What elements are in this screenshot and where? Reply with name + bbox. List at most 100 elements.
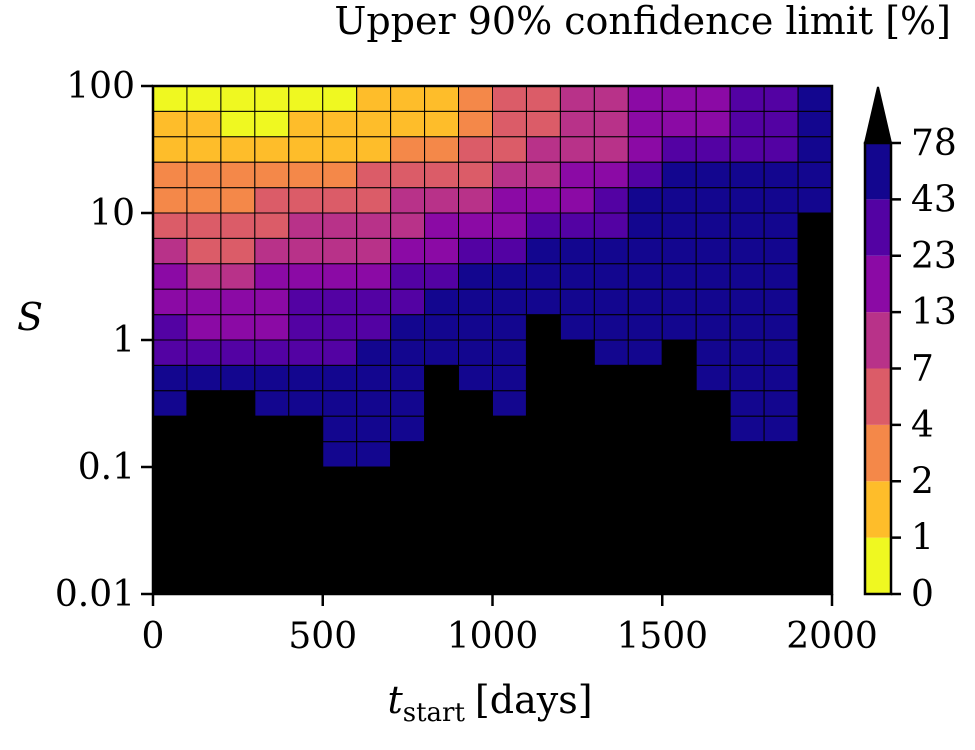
heatmap-cell	[390, 339, 426, 366]
heatmap-cell	[152, 288, 188, 316]
heatmap-cell	[356, 364, 392, 392]
x-axis-label-main: t	[387, 678, 403, 722]
heatmap-cell	[288, 161, 324, 189]
heatmap-cell	[661, 339, 697, 366]
colorbar-segment	[865, 424, 891, 482]
heatmap-cell	[763, 263, 799, 290]
heatmap-cell	[797, 212, 833, 239]
heatmap-cell	[322, 212, 358, 239]
heatmap-cell	[390, 441, 426, 468]
heatmap-cell	[695, 85, 731, 112]
heatmap-cell	[627, 441, 663, 468]
heatmap-cell	[356, 441, 392, 468]
heatmap-cell	[458, 314, 493, 341]
heatmap-cell	[525, 339, 561, 366]
heatmap-cell	[593, 568, 629, 595]
heatmap-cell	[695, 263, 731, 290]
heatmap-cell	[559, 466, 595, 493]
heatmap-cell	[627, 364, 663, 392]
colorbar-segment	[865, 143, 891, 200]
heatmap-cell	[797, 491, 833, 519]
heatmap-cell	[424, 263, 460, 290]
heatmap-cell	[322, 517, 358, 544]
heatmap-cell	[797, 415, 833, 443]
heatmap-cell	[186, 517, 222, 544]
heatmap-cell	[322, 415, 358, 443]
heatmap-cell	[322, 542, 358, 570]
heatmap-cell	[525, 212, 561, 239]
heatmap-cell	[254, 441, 290, 468]
heatmap-cell	[152, 390, 188, 417]
colorbar-segment	[865, 255, 891, 313]
heatmap-cell	[424, 339, 460, 366]
heatmap-cell	[152, 441, 188, 468]
heatmap-cell	[729, 136, 765, 163]
heatmap-cell	[390, 491, 426, 519]
colorbar-tick-label: 0	[911, 574, 934, 615]
heatmap-cell	[186, 314, 222, 341]
heatmap-cell	[763, 542, 799, 570]
heatmap-cell	[152, 85, 188, 112]
heatmap-cell	[186, 390, 222, 417]
heatmap-cell	[186, 415, 222, 443]
heatmap-cell	[492, 237, 527, 265]
heatmap-cell	[525, 491, 561, 519]
heatmap-cell	[492, 415, 527, 443]
heatmap-cell	[593, 187, 629, 214]
heatmap-cell	[220, 136, 256, 163]
heatmap-cell	[458, 542, 493, 570]
heatmap-cell	[525, 314, 561, 341]
heatmap-cell	[729, 568, 765, 595]
heatmap-cell	[186, 441, 222, 468]
heatmap-cell	[661, 415, 697, 443]
heatmap-cell	[288, 415, 324, 443]
heatmap-cell	[254, 110, 290, 138]
heatmap-cell	[661, 542, 697, 570]
heatmap-cell	[729, 237, 765, 265]
heatmap-cell	[424, 161, 460, 189]
heatmap-cell	[661, 263, 697, 290]
colorbar-segment	[865, 368, 891, 425]
heatmap-cell	[797, 364, 833, 392]
heatmap-cell	[220, 542, 256, 570]
heatmap-cell	[322, 466, 358, 493]
heatmap-cell	[559, 568, 595, 595]
heatmap-cell	[186, 110, 222, 138]
heatmap-cell	[152, 136, 188, 163]
heatmap-cell	[356, 136, 392, 163]
heatmap-cell	[390, 136, 426, 163]
heatmap-cell	[525, 85, 561, 112]
heatmap-cell	[797, 187, 833, 214]
heatmap-cell	[424, 187, 460, 214]
heatmap-cell	[593, 263, 629, 290]
heatmap-cell	[797, 314, 833, 341]
heatmap-cell	[220, 568, 256, 595]
heatmap-cell	[152, 212, 188, 239]
heatmap-cell	[695, 314, 731, 341]
colorbar-segment	[865, 312, 891, 369]
heatmap-cell	[525, 161, 561, 189]
heatmap-cell	[797, 466, 833, 493]
heatmap-cell	[424, 85, 460, 112]
heatmap-cell	[661, 85, 697, 112]
heatmap-cell	[492, 263, 527, 290]
heatmap-cell	[661, 314, 697, 341]
heatmap-cell	[695, 161, 731, 189]
heatmap-cell	[390, 187, 426, 214]
heatmap-cell	[186, 161, 222, 189]
heatmap-cell	[695, 364, 731, 392]
heatmap-cell	[390, 314, 426, 341]
heatmap-cell	[763, 161, 799, 189]
heatmap-cell	[356, 314, 392, 341]
heatmap-cell	[152, 466, 188, 493]
heatmap-cell	[763, 390, 799, 417]
heatmap-cell	[695, 466, 731, 493]
heatmap-cell	[254, 568, 290, 595]
heatmap-cell	[390, 390, 426, 417]
heatmap-cell	[288, 212, 324, 239]
heatmap-cell	[627, 568, 663, 595]
heatmap-cell	[627, 491, 663, 519]
heatmap-cell	[220, 110, 256, 138]
heatmap-cell	[492, 136, 527, 163]
heatmap-cell	[559, 339, 595, 366]
